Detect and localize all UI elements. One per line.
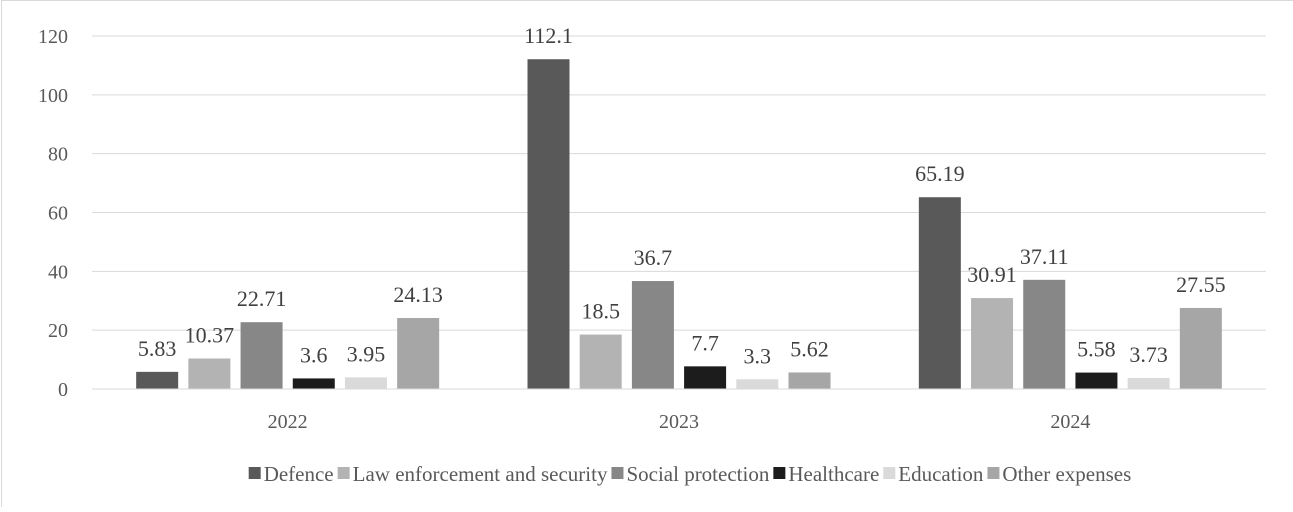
bar-law-enforcement-and-security — [971, 298, 1014, 389]
data-label: 36.7 — [634, 245, 673, 270]
bar-education — [1127, 378, 1170, 389]
y-tick-label: 20 — [48, 320, 68, 342]
legend-item: Other expenses — [987, 462, 1131, 486]
bar-healthcare — [684, 366, 727, 389]
legend-label: Education — [898, 462, 984, 486]
legend: Defence Law enforcement and security Socia… — [248, 462, 1131, 486]
bar-other-expenses — [1179, 307, 1222, 389]
data-label: 7.7 — [691, 330, 719, 355]
data-label: 10.37 — [185, 322, 235, 347]
y-axis-ticks: 0 20 40 60 80 100 120 — [38, 26, 68, 401]
bar-law-enforcement-and-security — [579, 334, 622, 389]
legend-label: Social protection — [626, 462, 769, 486]
data-label: 30.91 — [967, 262, 1017, 287]
y-tick-label: 0 — [58, 379, 68, 401]
data-label: 3.95 — [347, 341, 386, 366]
data-label: 5.83 — [138, 336, 177, 361]
y-tick-label: 120 — [38, 26, 68, 48]
frame-top-border — [1, 0, 1293, 1]
legend-item: Law enforcement and security — [337, 462, 608, 486]
data-label: 65.19 — [915, 161, 965, 186]
data-label: 37.11 — [1020, 244, 1069, 269]
x-tick-label: 2024 — [1050, 411, 1090, 433]
bar-education — [344, 377, 387, 389]
bar-healthcare — [1075, 372, 1118, 389]
legend-item: Social protection — [611, 462, 770, 486]
legend-swatch — [883, 467, 896, 479]
bar-education — [736, 379, 779, 389]
x-tick-label: 2023 — [659, 411, 699, 433]
data-label: 5.62 — [790, 336, 829, 361]
data-label: 3.73 — [1129, 342, 1168, 367]
bar-social-protection — [240, 322, 283, 389]
bar-defence — [527, 59, 570, 389]
legend-swatch — [987, 467, 1000, 479]
data-label: 27.55 — [1176, 272, 1226, 297]
bar-other-expenses — [397, 318, 440, 389]
bar-other-expenses — [788, 372, 831, 389]
x-tick-label: 2022 — [268, 411, 308, 433]
data-label: 18.5 — [581, 299, 620, 324]
legend-label: Defence — [264, 462, 334, 486]
legend-swatch — [248, 467, 261, 479]
bar-social-protection — [631, 281, 674, 389]
legend-label: Healthcare — [788, 462, 879, 486]
bar-social-protection — [1023, 279, 1066, 389]
legend-swatch — [611, 467, 624, 479]
legend-label: Law enforcement and security — [353, 462, 608, 486]
bar-defence — [918, 197, 961, 389]
legend-item: Education — [883, 462, 984, 486]
data-label: 3.3 — [744, 343, 772, 368]
data-label: 112.1 — [524, 23, 573, 48]
legend-item: Defence — [248, 462, 334, 486]
x-axis-ticks: 2022 2023 2024 — [268, 411, 1091, 433]
bars — [136, 59, 1222, 389]
legend-item: Healthcare — [773, 462, 879, 486]
legend-label: Other expenses — [1002, 462, 1131, 486]
y-tick-label: 40 — [48, 261, 68, 283]
legend-swatch — [773, 467, 786, 479]
frame-left-border — [1, 0, 2, 507]
data-label: 22.71 — [237, 286, 287, 311]
y-tick-label: 60 — [48, 203, 68, 225]
y-tick-label: 80 — [48, 144, 68, 166]
bar-healthcare — [292, 378, 335, 389]
y-tick-label: 100 — [38, 85, 68, 107]
gridlines — [92, 35, 1266, 331]
bar-law-enforcement-and-security — [188, 358, 231, 389]
data-label: 3.6 — [300, 342, 328, 367]
legend-swatch — [337, 467, 350, 479]
bar-defence — [136, 371, 179, 389]
data-label: 5.58 — [1077, 337, 1116, 362]
data-label: 24.13 — [393, 282, 443, 307]
